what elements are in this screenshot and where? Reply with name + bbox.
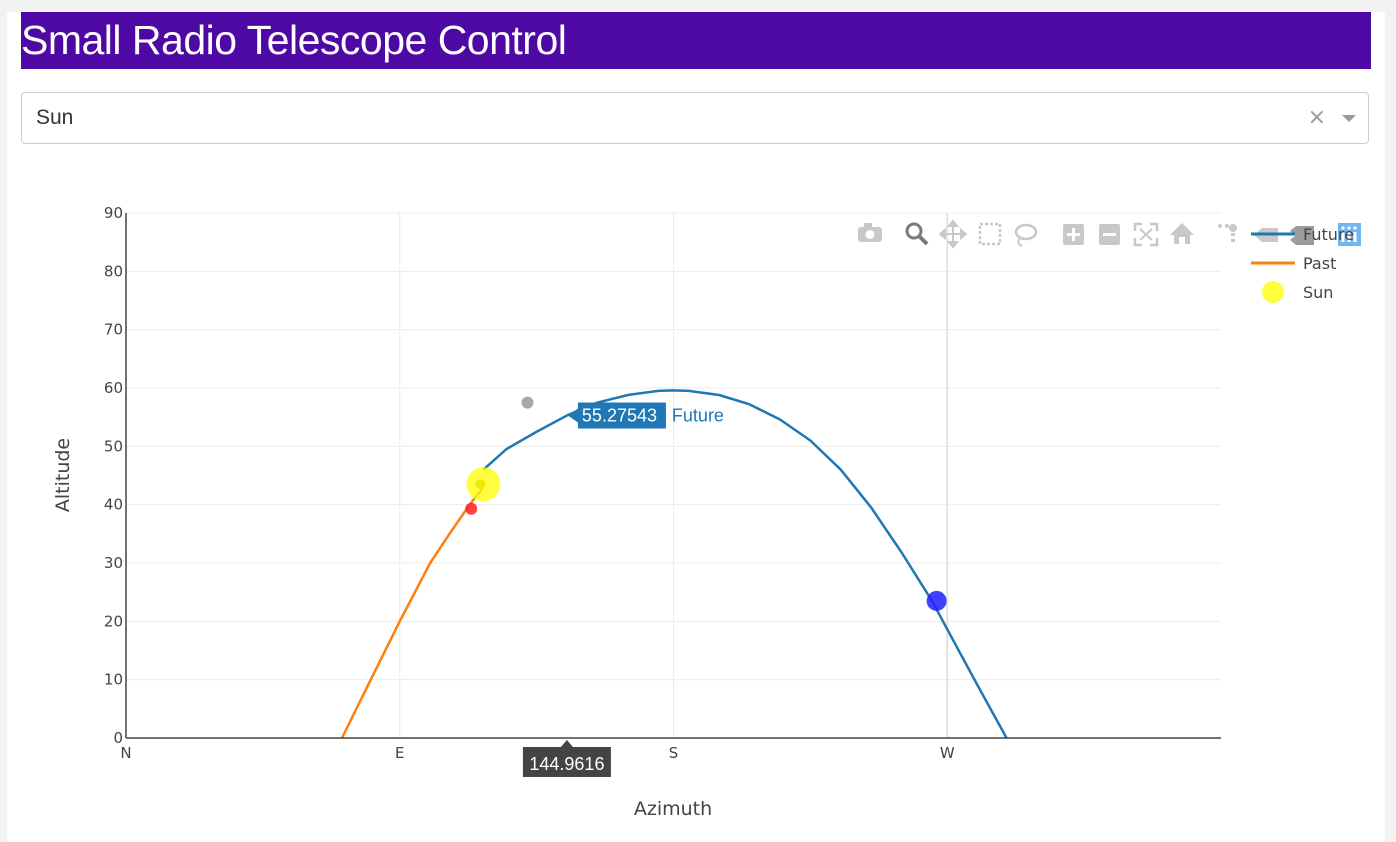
hover-x-label-value: 144.9616 (529, 754, 604, 774)
zoom-out-icon[interactable] (1099, 224, 1120, 245)
chevron-down-icon[interactable] (1342, 115, 1356, 122)
legend-swatch-sun (1262, 281, 1284, 303)
x-tick-label: E (395, 744, 404, 762)
series-line-future (482, 389, 1008, 739)
x-tick-label: N (120, 744, 131, 762)
hover-label: 55.27543 Future (567, 402, 724, 429)
y-tick-label: 50 (104, 437, 123, 455)
x-tick-label: S (669, 744, 679, 762)
autoscale-icon[interactable] (1133, 222, 1159, 247)
y-tick-label: 30 (104, 554, 123, 572)
y-tick-label: 20 (104, 612, 123, 630)
y-axis-title: Altitude (52, 438, 74, 512)
target-select[interactable]: Sun × (21, 92, 1369, 144)
chart-modebar (858, 219, 1361, 249)
legend-item-past[interactable]: Past (1251, 254, 1336, 273)
legend-label-past: Past (1303, 254, 1336, 273)
y-tick-label: 60 (104, 379, 123, 397)
series-line-past (340, 486, 485, 739)
hover-x-label-box (522, 740, 611, 777)
position-marker (465, 502, 478, 515)
position-marker (521, 396, 534, 409)
position-marker (926, 590, 947, 611)
hover-label-box (567, 402, 666, 429)
hover-x-label: 144.9616 (522, 740, 611, 777)
chart-markers (465, 396, 947, 611)
app-panel: Small Radio Telescope Control Sun × (7, 12, 1385, 842)
x-axis-title: Azimuth (634, 798, 712, 820)
home-icon[interactable] (1170, 223, 1194, 244)
x-tick-label: W (940, 744, 955, 762)
camera-icon[interactable] (858, 223, 882, 242)
y-tick-label: 0 (113, 729, 123, 747)
zoom-in-icon[interactable] (1063, 224, 1084, 245)
chart-series (340, 389, 1008, 739)
box-select-icon[interactable] (978, 222, 1002, 246)
zoom-icon[interactable] (905, 222, 929, 246)
legend-label-future: Future (1303, 225, 1354, 244)
y-tick-label: 90 (104, 204, 123, 222)
y-tick-label: 10 (104, 671, 123, 689)
plotly-logo-icon[interactable] (1338, 223, 1361, 246)
y-tick-label: 70 (104, 321, 123, 339)
y-tick-label: 40 (104, 496, 123, 514)
y-tick-label: 80 (104, 262, 123, 280)
pan-icon[interactable] (938, 219, 968, 249)
spike-lines-icon[interactable] (1218, 224, 1237, 242)
hover-label-value: 55.27543 (582, 406, 657, 426)
target-select-value: Sun (36, 106, 74, 129)
hover-compare-icon[interactable] (1290, 226, 1314, 245)
legend-item-future[interactable]: Future (1251, 225, 1354, 244)
legend-item-sun[interactable]: Sun (1262, 281, 1333, 303)
position-marker (475, 479, 486, 490)
hover-label-series: Future (672, 406, 724, 426)
legend-label-sun: Sun (1303, 283, 1333, 302)
chart-legend: Future Past Sun (1251, 225, 1354, 303)
page-title: Small Radio Telescope Control (21, 12, 1371, 69)
chart-axes: Azimuth Altitude 0 10 20 30 40 50 60 70 80 90 N E S W (52, 204, 1221, 820)
lasso-select-icon[interactable] (1014, 223, 1038, 247)
clear-icon[interactable]: × (1307, 105, 1326, 130)
chart-grid (126, 212, 1221, 738)
